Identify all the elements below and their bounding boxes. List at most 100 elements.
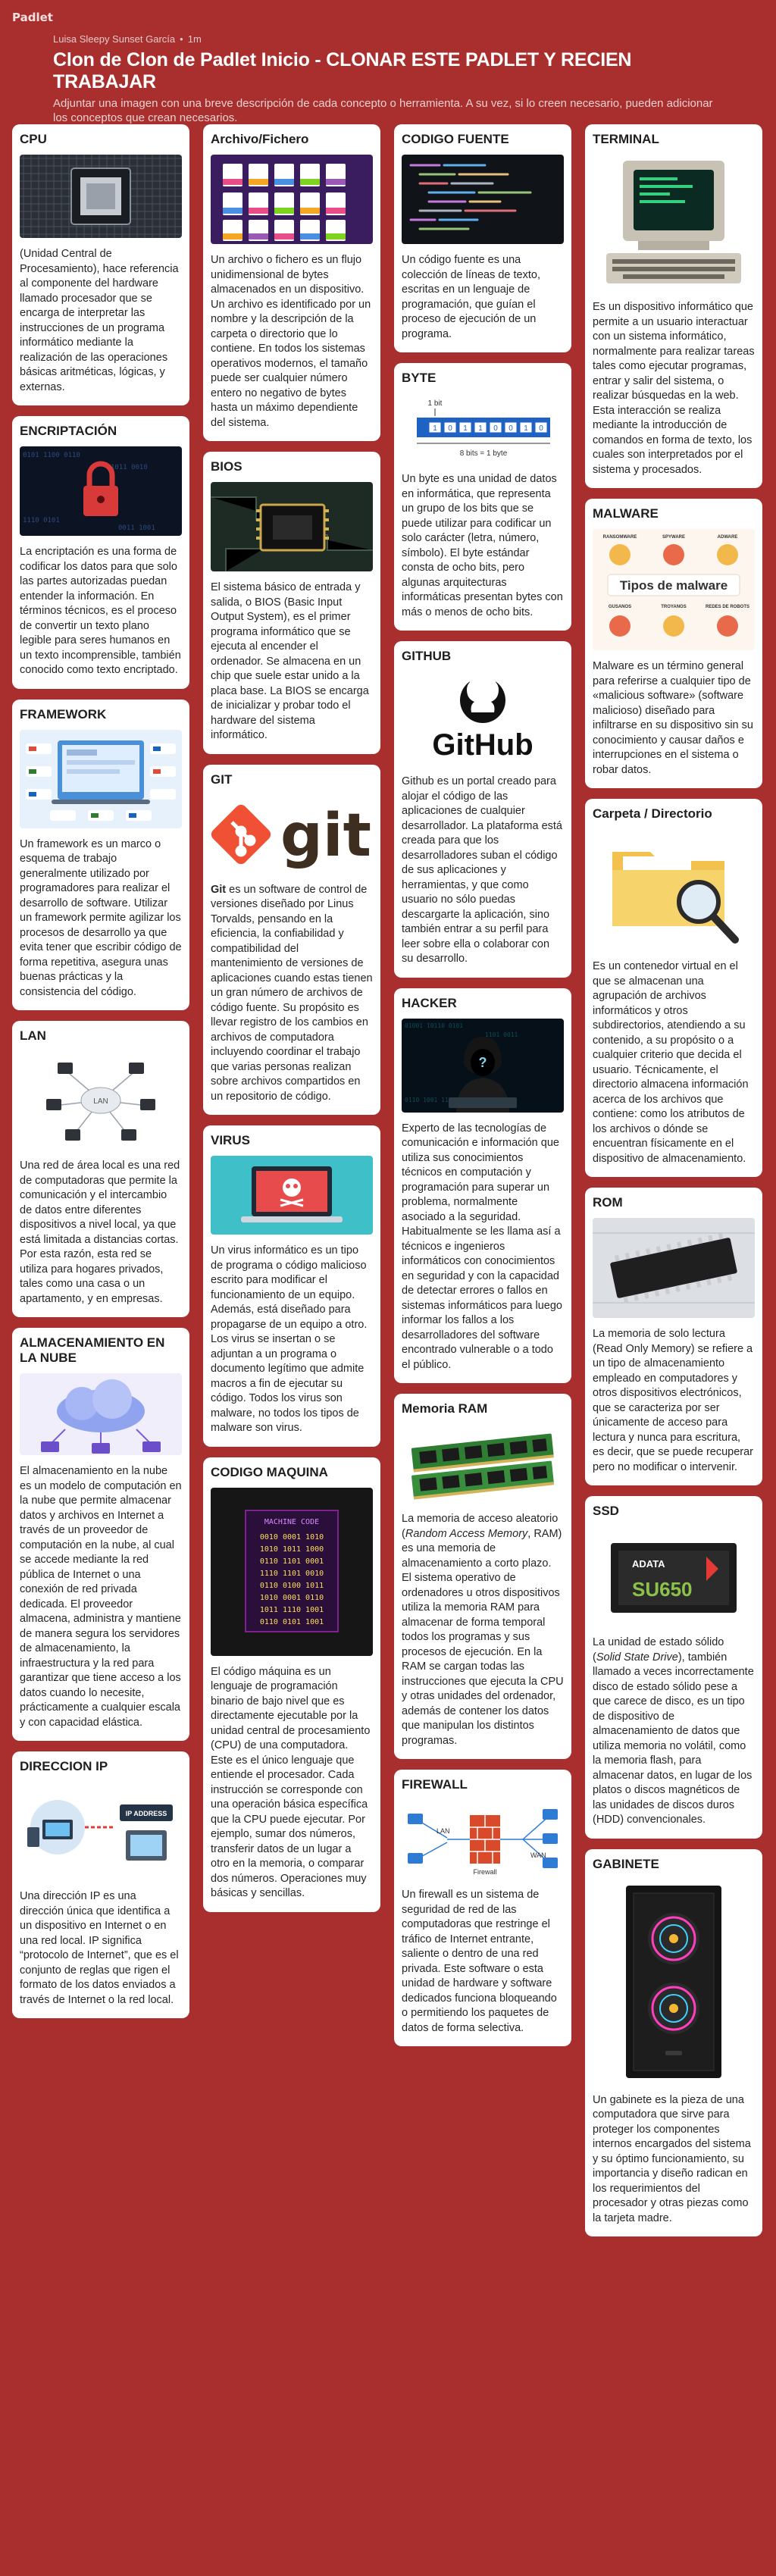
cpu-chip-image [20,155,182,238]
post-card-virus[interactable]: VIRUS Un virus informático es un tipo de… [203,1125,380,1447]
bios-chip-image [211,482,373,571]
post-body: Un byte es una unidad de datos en inform… [402,473,563,618]
post-body: Una dirección IP es una dirección única … [20,1890,179,2006]
post-body: Es un contenedor virtual en el que se al… [593,960,749,1165]
post-card-encriptacion[interactable]: ENCRIPTACIÓN 0101 1100 0110 1011 0010 1110… [12,416,189,689]
top-bar: Padlet [0,0,776,30]
post-card-gabinete[interactable]: GABINETE Un gabinete es la pieza de una … [585,1848,762,2236]
post-body: El almacenamiento en la nube es un model… [20,1465,182,1729]
ip-address-label: IP ADDRESS [126,1810,167,1817]
ssd-model: SU650 [632,1578,693,1601]
post-card-hacker[interactable]: HACKER 01001 10110 0101 1101 0011 0110 100… [394,988,571,1383]
svg-text:0: 0 [539,424,543,433]
author-line: Luisa Sleepy Sunset García • 1m [53,33,202,45]
svg-text:0: 0 [493,424,498,433]
post-title: TERMINAL [593,132,659,146]
post-card-codigo-maquina[interactable]: CODIGO MAQUINA MACHINE CODE 0010 0001 10… [203,1457,380,1912]
file-icons-image [211,155,373,244]
post-card-byte[interactable]: BYTE 1 bit 1 0 1 1 0 0 1 0 8 bits = 1 byte Un b… [394,363,571,631]
svg-text:?: ? [479,1055,487,1070]
svg-text:1010 0001 0110: 1010 0001 0110 [260,1594,324,1602]
svg-text:SPYWARE: SPYWARE [662,535,685,540]
svg-text:0110 0101 1001: 0110 0101 1001 [260,1618,324,1626]
svg-text:0: 0 [508,424,513,433]
padlet-header: Luisa Sleepy Sunset García • 1m Clon de Cl… [53,33,735,125]
padlet-logo[interactable]: Padlet [12,11,53,24]
rom-chip-image [593,1218,755,1318]
post-title: FIREWALL [402,1777,468,1792]
post-card-git[interactable]: GIT git Git es un software de control de… [203,764,380,1115]
post-title: MALWARE [593,506,659,521]
post-body: Malware es un término general para refer… [593,660,753,776]
post-card-terminal[interactable]: TERMINAL Es un dispositivo informático q… [585,124,762,488]
post-body: Un firewall es un sistema de seguridad d… [402,1889,557,2034]
svg-text:0101 1100 0110: 0101 1100 0110 [23,452,80,459]
post-title: LAN [20,1028,46,1043]
post-card-framework[interactable]: FRAMEWORK Un framework es un marco o esq… [12,699,189,1010]
post-card-almacenamiento-nube[interactable]: ALMACENAMIENTO EN LA NUBE El almacenamie… [12,1328,189,1741]
column-2: Archivo/Fichero Un archivo o fichero es … [203,124,380,1923]
svg-text:1 bit: 1 bit [428,399,443,408]
post-card-firewall[interactable]: FIREWALL LAN Firewall WAN Un firewall es… [394,1770,571,2046]
post-card-direccion-ip[interactable]: DIRECCION IP IP ADDRESS Una dirección IP… [12,1751,189,2018]
column-4: TERMINAL Es un dispositivo informático q… [585,124,762,2247]
svg-text:8 bits = 1 byte: 8 bits = 1 byte [460,449,508,458]
post-card-cpu[interactable]: CPU (Unidad Central de Procesamiento), h… [12,124,189,405]
svg-text:REDES DE ROBOTS: REDES DE ROBOTS [706,605,749,609]
padlock-image: 0101 1100 0110 1011 0010 1110 0101 0011 100… [20,446,182,536]
svg-text:1: 1 [463,424,468,433]
post-body: La unidad de estado sólido (Solid State … [593,1636,754,1826]
svg-text:TROYANOS: TROYANOS [661,605,686,609]
post-body: Un código fuente es una colección de lín… [402,254,540,340]
malware-types-image: RANSOMWARE SPYWARE ADWARE GUSANOS TROYAN… [593,529,755,650]
post-time: 1m [187,33,202,45]
github-logo-image: GitHub [402,671,564,765]
page-subtitle: Adjuntar una imagen con una breve descri… [53,97,713,124]
post-card-codigo-fuente[interactable]: CODIGO FUENTE Un código fuente es una co… [394,124,571,352]
post-body: Un gabinete es la pieza de una computado… [593,2093,751,2224]
post-body: La encriptación es una forma de codifica… [20,546,181,676]
post-title: Carpeta / Directorio [593,806,712,821]
column-1: CPU (Unidad Central de Procesamiento), h… [12,124,189,2029]
ssd-brand: ADATA [632,1558,665,1570]
lan-network-image: LAN [20,1051,182,1150]
svg-text:0011 1001: 0011 1001 [118,524,155,532]
post-card-malware[interactable]: MALWARE RANSOMWARE SPYWARE ADWARE GUSANO… [585,499,762,788]
svg-text:01001 10110 0101: 01001 10110 0101 [405,1022,463,1029]
post-title: Archivo/Fichero [211,132,309,146]
post-title: GIT [211,772,233,787]
post-card-ssd[interactable]: SSD ADATA SU650 La unidad de estado sóli… [585,1496,762,1839]
post-card-rom[interactable]: ROM La memoria de solo lectura (Read Onl… [585,1188,762,1485]
post-card-memoria-ram[interactable]: Memoria RAM La memoria de acceso aleator… [394,1394,571,1759]
machine-code-title: MACHINE CODE [264,1518,319,1526]
post-body: La memoria de acceso aleatorio (Random A… [402,1513,564,1747]
svg-text:1010 1011 1000: 1010 1011 1000 [260,1545,324,1554]
post-body: Un archivo o fichero es un flujo unidime… [211,254,371,429]
post-card-github[interactable]: GITHUB GitHub Github es un portal creado… [394,641,571,978]
svg-text:1: 1 [478,424,483,433]
post-card-archivo-fichero[interactable]: Archivo/Fichero Un archivo o fichero es … [203,124,380,441]
post-title: GITHUB [402,649,452,663]
post-body: Git es un software de control de version… [211,883,373,1103]
post-title: CODIGO FUENTE [402,132,509,146]
svg-text:0010 0001 1010: 0010 0001 1010 [260,1533,324,1542]
post-title: HACKER [402,995,457,1010]
malware-banner: Tipos de malware [620,578,728,593]
post-body: Experto de las tecnologías de comunicaci… [402,1122,562,1371]
post-title: FRAMEWORK [20,706,107,721]
post-card-bios[interactable]: BIOS El sistema básico de entrada y sali… [203,452,380,754]
post-card-lan[interactable]: LAN LAN Una red de área local es una red… [12,1021,189,1317]
folder-magnifier-image [593,829,755,950]
hacker-image: 01001 10110 0101 1101 0011 0110 1001 1100 … [402,1018,564,1113]
post-title: BYTE [402,371,436,385]
svg-text:1: 1 [433,424,437,433]
pc-case-image [593,1879,755,2084]
post-body: El sistema básico de entrada y salida, o… [211,581,369,741]
post-card-carpeta-directorio[interactable]: Carpeta / Directorio Es un contenedor vi… [585,799,762,1177]
git-wordmark: git [280,802,371,870]
svg-text:1110 0101: 1110 0101 [23,517,60,524]
ip-address-image: IP ADDRESS [20,1782,182,1880]
post-title: ROM [593,1195,623,1210]
svg-text:1: 1 [524,424,528,433]
svg-text:0110 0100 1011: 0110 0100 1011 [260,1582,324,1590]
